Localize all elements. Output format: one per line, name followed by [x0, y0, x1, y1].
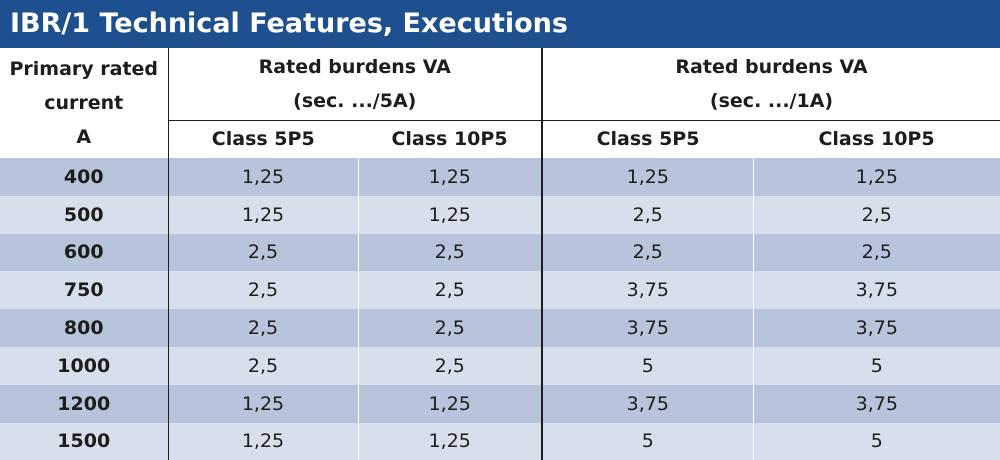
table-row: 750 2,5 2,5 3,75 3,75 [0, 271, 1000, 310]
table-row: 800 2,5 2,5 3,75 3,75 [0, 309, 1000, 347]
cell-5a-10p5: 1,25 [358, 195, 544, 234]
cell-primary: 600 [0, 233, 169, 272]
cell-primary: 1000 [0, 346, 169, 385]
cell-primary: 750 [0, 271, 169, 310]
cell-5a-10p5: 1,25 [358, 422, 544, 460]
cell-1a-10p5: 3,75 [753, 309, 1000, 347]
cell-1a-10p5: 3,75 [753, 271, 1000, 310]
header-group-5a: Rated burdens VA (sec. .../5A) [168, 48, 544, 120]
header-5a-class-5p5: Class 5P5 [168, 119, 358, 158]
cell-1a-10p5: 2,5 [753, 195, 1000, 234]
cell-5a-10p5: 2,5 [358, 271, 544, 310]
page-title: IBR/1 Technical Features, Executions [0, 0, 1000, 48]
cell-5a-5p5: 1,25 [168, 195, 359, 234]
cell-5a-5p5: 2,5 [168, 309, 359, 347]
cell-5a-10p5: 1,25 [358, 384, 544, 423]
cell-1a-5p5: 1,25 [542, 158, 754, 196]
header-primary-current: Primary rated current A [0, 48, 169, 158]
cell-1a-5p5: 5 [542, 346, 754, 385]
cell-1a-10p5: 5 [753, 422, 1000, 460]
header-group-1a-line2: (sec. .../1A) [709, 89, 834, 112]
header-1a-class-10p5: Class 10P5 [753, 119, 1000, 158]
cell-5a-10p5: 1,25 [358, 158, 544, 196]
cell-1a-5p5: 5 [542, 422, 754, 460]
cell-primary: 800 [0, 309, 169, 347]
cell-1a-5p5: 2,5 [542, 195, 754, 234]
cell-5a-5p5: 1,25 [168, 422, 359, 460]
header-group-1a-line1: Rated burdens VA [675, 55, 868, 78]
cell-1a-10p5: 2,5 [753, 233, 1000, 272]
table-row: 1200 1,25 1,25 3,75 3,75 [0, 384, 1000, 423]
header-5a-class-10p5: Class 10P5 [358, 119, 544, 158]
table-row: 1500 1,25 1,25 5 5 [0, 422, 1000, 460]
table-row: 400 1,25 1,25 1,25 1,25 [0, 158, 1000, 196]
header-group-5a-line1: Rated burdens VA [258, 55, 451, 78]
cell-primary: 400 [0, 158, 169, 196]
table-row: 600 2,5 2,5 2,5 2,5 [0, 233, 1000, 272]
cell-1a-10p5: 1,25 [753, 158, 1000, 196]
header-primary-line1: Primary rated [9, 58, 159, 80]
cell-primary: 1500 [0, 422, 169, 460]
cell-5a-5p5: 2,5 [168, 346, 359, 385]
cell-1a-5p5: 3,75 [542, 384, 754, 423]
cell-1a-5p5: 3,75 [542, 309, 754, 347]
header-group-5a-line2: (sec. .../5A) [293, 89, 417, 112]
cell-primary: 1200 [0, 384, 169, 423]
cell-primary: 500 [0, 195, 169, 234]
cell-5a-5p5: 1,25 [168, 384, 359, 423]
cell-1a-10p5: 5 [753, 346, 1000, 385]
table-row: 500 1,25 1,25 2,5 2,5 [0, 195, 1000, 234]
cell-1a-5p5: 2,5 [542, 233, 754, 272]
cell-1a-5p5: 3,75 [542, 271, 754, 310]
cell-1a-10p5: 3,75 [753, 384, 1000, 423]
burdens-table: Primary rated current A Rated burdens VA… [0, 48, 1000, 460]
cell-5a-10p5: 2,5 [358, 346, 544, 385]
header-primary-line3: A [76, 126, 92, 148]
cell-5a-10p5: 2,5 [358, 233, 544, 272]
cell-5a-5p5: 2,5 [168, 271, 359, 310]
header-1a-class-5p5: Class 5P5 [542, 119, 754, 158]
table-row: 1000 2,5 2,5 5 5 [0, 346, 1000, 385]
header-primary-line2: current [44, 92, 124, 114]
header-group-1a: Rated burdens VA (sec. .../1A) [542, 48, 1000, 120]
cell-5a-5p5: 1,25 [168, 158, 359, 196]
cell-5a-5p5: 2,5 [168, 233, 359, 272]
cell-5a-10p5: 2,5 [358, 309, 544, 347]
